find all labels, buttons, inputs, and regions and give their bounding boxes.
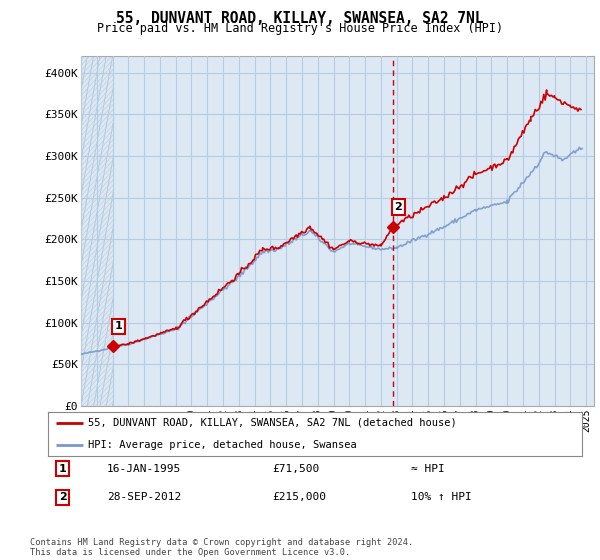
Text: ≈ HPI: ≈ HPI bbox=[411, 464, 445, 474]
Text: Price paid vs. HM Land Registry's House Price Index (HPI): Price paid vs. HM Land Registry's House … bbox=[97, 22, 503, 35]
Text: 2: 2 bbox=[59, 492, 67, 502]
Text: 16-JAN-1995: 16-JAN-1995 bbox=[107, 464, 181, 474]
Text: 55, DUNVANT ROAD, KILLAY, SWANSEA, SA2 7NL (detached house): 55, DUNVANT ROAD, KILLAY, SWANSEA, SA2 7… bbox=[88, 418, 457, 428]
Text: 10% ↑ HPI: 10% ↑ HPI bbox=[411, 492, 472, 502]
Text: £215,000: £215,000 bbox=[272, 492, 326, 502]
Text: 2: 2 bbox=[394, 202, 402, 212]
Text: 1: 1 bbox=[59, 464, 67, 474]
Text: 28-SEP-2012: 28-SEP-2012 bbox=[107, 492, 181, 502]
Text: 55, DUNVANT ROAD, KILLAY, SWANSEA, SA2 7NL: 55, DUNVANT ROAD, KILLAY, SWANSEA, SA2 7… bbox=[116, 11, 484, 26]
Text: 1: 1 bbox=[115, 321, 122, 332]
Text: £71,500: £71,500 bbox=[272, 464, 320, 474]
Text: Contains HM Land Registry data © Crown copyright and database right 2024.
This d: Contains HM Land Registry data © Crown c… bbox=[30, 538, 413, 557]
Text: HPI: Average price, detached house, Swansea: HPI: Average price, detached house, Swan… bbox=[88, 440, 357, 450]
